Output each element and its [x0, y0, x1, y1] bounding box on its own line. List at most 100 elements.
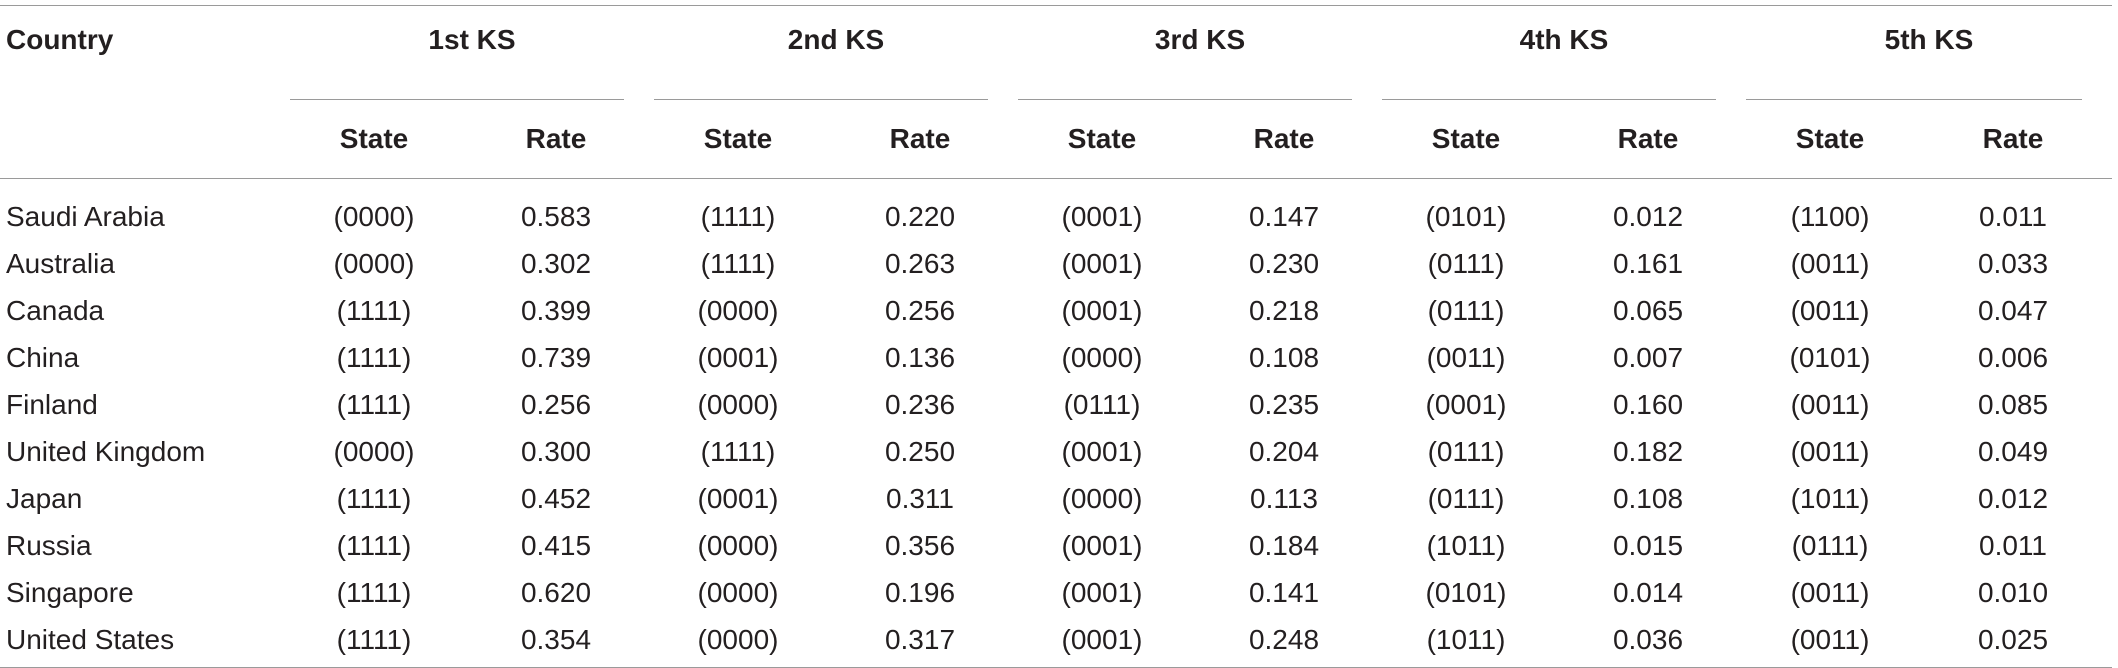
rate-cell: 0.033	[1977, 247, 2049, 279]
group-header-row: Country 1st KS 2nd KS 3rd KS 4th KS 5th …	[0, 6, 2112, 100]
rate-cell: 0.354	[458, 616, 654, 668]
table-row: Canada (1111) 0.399 (0000) 0.256 (0001) 0.218 (…	[0, 287, 2112, 334]
group-header-label: 4th KS	[1519, 24, 1609, 55]
country-cell: Singapore	[6, 576, 134, 608]
state-cell: (0111)	[1063, 388, 1141, 420]
table-row: Russia (1111) 0.415 (0000) 0.356 (0001) 0.184 (…	[0, 522, 2112, 569]
rate-cell: 0.147	[1248, 200, 1320, 232]
rate-cell: 0.006	[1977, 341, 2049, 373]
rate-cell: 0.014	[1612, 576, 1684, 608]
rate-cell: 0.218	[1248, 294, 1320, 326]
table-row: Japan (1111) 0.452 (0001) 0.311 (0000) 0.113 (0…	[0, 475, 2112, 522]
state-cell: (1111)	[336, 341, 412, 373]
country-cell: Canada	[6, 294, 105, 326]
rate-cell: 0.452	[520, 482, 592, 514]
rate-cell: 0.161	[1612, 247, 1684, 279]
state-cell: (0000)	[697, 529, 779, 561]
group-header-label: 2nd KS	[787, 24, 885, 55]
table-row: United Kingdom (0000) 0.300 (1111) 0.250 (000…	[0, 428, 2112, 475]
rate-cell: 0.263	[884, 247, 956, 279]
rate-cell: 0.113	[1250, 482, 1318, 514]
state-cell: (0001)	[1061, 200, 1143, 232]
group-underline	[1018, 99, 1352, 100]
group-header-2: 2nd KS	[654, 6, 1018, 100]
rate-cell: 0.739	[520, 341, 592, 373]
rate-cell: 0.065	[1612, 294, 1684, 326]
state-cell: (0011)	[1790, 388, 1870, 420]
group-underline	[290, 99, 624, 100]
rate-cell: 0.025	[1914, 616, 2112, 668]
country-cell: Finland	[6, 388, 98, 420]
state-cell: (0011)	[1746, 616, 1914, 668]
rate-header: Rate	[1186, 100, 1382, 179]
state-cell: (0101)	[1425, 576, 1507, 608]
rate-header: Rate	[458, 100, 654, 179]
state-cell: (0000)	[333, 200, 415, 232]
country-cell: United Kingdom	[6, 435, 206, 467]
state-cell: (1100)	[1790, 200, 1870, 232]
state-cell: (0001)	[1061, 576, 1143, 608]
rate-cell: 0.311	[886, 482, 954, 514]
state-cell: (0001)	[697, 482, 779, 514]
state-cell: (1111)	[336, 576, 412, 608]
rate-cell: 0.011	[1979, 200, 2047, 232]
state-cell: (0011)	[1790, 294, 1870, 326]
state-cell: (1111)	[700, 247, 776, 279]
rate-cell: 0.256	[884, 294, 956, 326]
rate-cell: 0.204	[1248, 435, 1320, 467]
state-cell: (0111)	[1427, 247, 1505, 279]
state-cell: (0011)	[1790, 247, 1870, 279]
rate-cell: 0.108	[1248, 341, 1320, 373]
state-cell: (0011)	[1790, 576, 1870, 608]
rate-cell: 0.583	[520, 200, 592, 232]
rate-cell: 0.085	[1977, 388, 2049, 420]
table-body: Saudi Arabia (0000) 0.583 (1111) 0.220 (0001)…	[0, 179, 2112, 668]
state-cell: (1111)	[336, 294, 412, 326]
rate-cell: 0.010	[1977, 576, 2049, 608]
state-cell: (0000)	[697, 294, 779, 326]
state-cell: (1111)	[700, 200, 776, 232]
state-cell: (0000)	[654, 616, 822, 668]
state-header: State	[1746, 100, 1914, 179]
state-cell: (1111)	[290, 616, 458, 668]
state-cell: (0111)	[1427, 294, 1505, 326]
sub-header-row: State Rate State Rate State Rate State R…	[0, 100, 2112, 179]
rate-cell: 0.356	[884, 529, 956, 561]
state-cell: (0111)	[1427, 482, 1505, 514]
country-cell: Australia	[6, 247, 115, 279]
rate-cell: 0.049	[1977, 435, 2049, 467]
state-header: State	[290, 100, 458, 179]
country-cell: United States	[0, 616, 290, 668]
state-cell: (0111)	[1427, 435, 1505, 467]
table-row: China (1111) 0.739 (0001) 0.136 (0000) 0.108 (0…	[0, 334, 2112, 381]
state-cell: (0000)	[333, 247, 415, 279]
rate-cell: 0.108	[1612, 482, 1684, 514]
state-cell: (1011)	[1426, 529, 1506, 561]
state-cell: (0001)	[697, 341, 779, 373]
group-underline	[654, 99, 988, 100]
rate-cell: 0.317	[822, 616, 1018, 668]
state-cell: (0111)	[1791, 529, 1869, 561]
country-cell: China	[6, 341, 80, 373]
rate-cell: 0.415	[520, 529, 592, 561]
rate-cell: 0.141	[1248, 576, 1320, 608]
state-cell: (1111)	[700, 435, 776, 467]
state-cell: (0000)	[1061, 482, 1143, 514]
group-header-label: 3rd KS	[1154, 24, 1246, 55]
rate-header: Rate	[1550, 100, 1746, 179]
rate-cell: 0.256	[520, 388, 592, 420]
sub-header-spacer	[0, 100, 290, 179]
table-row: Saudi Arabia (0000) 0.583 (1111) 0.220 (0001)…	[0, 179, 2112, 241]
rate-cell: 0.399	[520, 294, 592, 326]
rate-cell: 0.184	[1248, 529, 1320, 561]
state-cell: (0000)	[697, 388, 779, 420]
rate-cell: 0.300	[520, 435, 592, 467]
group-header-5: 5th KS	[1746, 6, 2112, 100]
rate-cell: 0.047	[1977, 294, 2049, 326]
state-cell: (1111)	[336, 529, 412, 561]
state-cell: (0001)	[1061, 529, 1143, 561]
table-row: Australia (0000) 0.302 (1111) 0.263 (0001) 0.2…	[0, 240, 2112, 287]
table-row: United States (1111) 0.354 (0000) 0.317 (0001…	[0, 616, 2112, 668]
state-cell: (0000)	[333, 435, 415, 467]
